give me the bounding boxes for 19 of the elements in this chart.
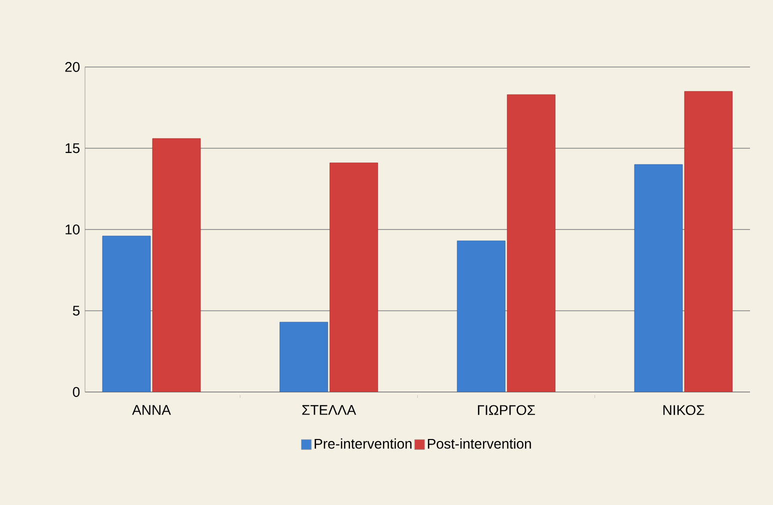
bar <box>506 94 556 392</box>
y-tick-label: 0 <box>72 387 80 397</box>
bar <box>330 162 378 392</box>
x-tick-label: ΓΙΩΡΓΟΣ <box>478 405 535 416</box>
y-tick-label: 10 <box>66 224 80 234</box>
bar <box>152 138 201 392</box>
bar <box>684 91 733 392</box>
bar <box>634 164 683 392</box>
bar <box>280 322 328 392</box>
y-tick-label: 20 <box>65 62 80 72</box>
bar <box>102 236 151 392</box>
x-tick-label: ΝΙΚΟΣ <box>663 405 704 416</box>
x-tick-label: ΑΝΝΑ <box>132 405 171 415</box>
bar <box>456 240 506 392</box>
y-tick-label: 15 <box>66 143 80 154</box>
legend-label: Pre-intervention <box>314 438 412 449</box>
legend-label: Post-intervention <box>428 438 531 449</box>
x-tick-label: ΣΤΕΛΛΑ <box>302 405 356 415</box>
y-tick-label: 5 <box>72 306 80 316</box>
